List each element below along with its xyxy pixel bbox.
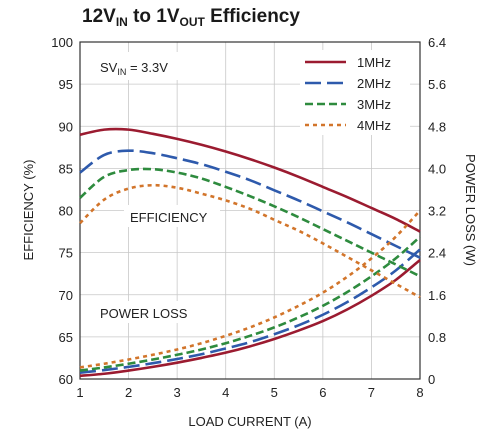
y-left-tick-label: 60 [59, 372, 73, 387]
sv-annotation-bg [95, 52, 191, 80]
x-tick-label: 8 [416, 385, 423, 400]
y-axis-right-ticks: 0 0.8 1.6 2.4 3.2 4.0 4.8 5.6 6.4 [428, 35, 446, 387]
x-tick-label: 1 [76, 385, 83, 400]
x-tick-label: 3 [174, 385, 181, 400]
y-right-tick-label: 4.0 [428, 161, 446, 176]
efficiency-line-4MHz [79, 183, 421, 299]
y-axis-right-label: POWER LOSS (W) [463, 154, 478, 266]
x-tick-label: 4 [222, 385, 229, 400]
y-left-tick-label: 70 [59, 288, 73, 303]
x-tick-label: 5 [271, 385, 278, 400]
x-axis-ticks: 1 2 3 4 5 6 7 8 [76, 385, 423, 400]
y-axis-left-label: EFFICIENCY (%) [21, 160, 36, 261]
y-left-tick-label: 100 [51, 35, 73, 50]
y-right-tick-label: 4.8 [428, 119, 446, 134]
power-loss-line-3MHz [79, 235, 421, 372]
efficiency-line-2MHz [79, 149, 421, 259]
legend-label: 4MHz [357, 118, 391, 133]
y-left-tick-label: 80 [59, 204, 73, 219]
y-left-tick-label: 75 [59, 246, 73, 261]
sv-annotation: SVIN = 3.3V [100, 60, 168, 77]
y-left-tick-label: 90 [59, 119, 73, 134]
efficiency-label: EFFICIENCY [130, 210, 208, 225]
x-tick-label: 6 [319, 385, 326, 400]
y-axis-left-ticks: 60 65 70 75 80 85 90 95 100 [51, 35, 73, 387]
legend: 1MHz 2MHz 3MHz 4MHz [300, 50, 410, 135]
power-loss-line-2MHz [79, 248, 421, 374]
chart-title: 12VIN to 1VOUT Efficiency [82, 6, 300, 29]
y-right-tick-label: 0 [428, 372, 435, 387]
power-loss-label-bg [94, 301, 204, 323]
legend-label: 1MHz [357, 55, 391, 70]
efficiency-label-bg [124, 205, 220, 227]
power-loss-line-1MHz [79, 258, 421, 378]
legend-label: 2MHz [357, 76, 391, 91]
y-right-tick-label: 3.2 [428, 204, 446, 219]
power-loss-label: POWER LOSS [100, 306, 188, 321]
plot-frame [79, 41, 421, 380]
y-right-tick-label: 2.4 [428, 246, 446, 261]
power-loss-line-4MHz [79, 209, 421, 369]
y-left-tick-label: 65 [59, 330, 73, 345]
y-right-tick-label: 5.6 [428, 77, 446, 92]
y-left-tick-label: 85 [59, 161, 73, 176]
y-right-tick-label: 0.8 [428, 330, 446, 345]
legend-box [300, 50, 410, 135]
y-right-tick-label: 6.4 [428, 35, 446, 50]
x-tick-label: 2 [125, 385, 132, 400]
efficiency-line-1MHz [79, 127, 421, 233]
efficiency-line-3MHz [79, 167, 421, 278]
x-tick-label: 7 [368, 385, 375, 400]
x-axis-label: LOAD CURRENT (A) [188, 414, 311, 429]
series-lines [79, 127, 421, 378]
legend-label: 3MHz [357, 97, 391, 112]
y-left-tick-label: 95 [59, 77, 73, 92]
y-right-tick-label: 1.6 [428, 288, 446, 303]
